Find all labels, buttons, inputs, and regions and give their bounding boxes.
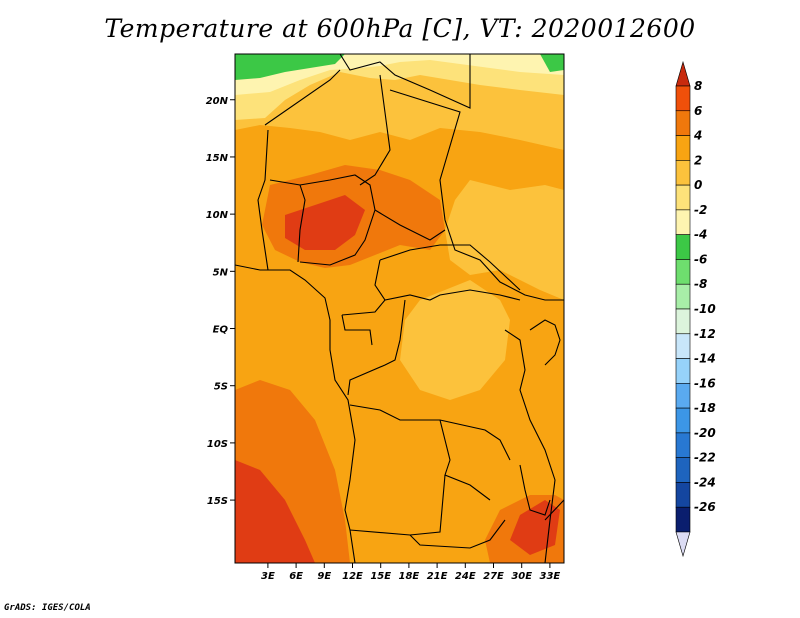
colorbar-label: 0 (694, 178, 702, 192)
colorbar-swatch (675, 184, 691, 211)
colorbar-label: -16 (694, 376, 716, 390)
colorbar-swatch (675, 110, 691, 136)
lat-tick-label: 15S (207, 496, 228, 507)
colorbar-swatch (675, 457, 691, 483)
colorbar-label: -4 (694, 228, 707, 242)
colorbar-label: -12 (694, 327, 716, 341)
lat-tick-label: 15N (206, 153, 229, 164)
lon-tick-label: 30E (511, 571, 532, 582)
colorbar-label: -24 (694, 475, 716, 489)
colorbar-label: -20 (694, 426, 716, 440)
field-zone-minus6-to-minus4-east (540, 54, 564, 72)
lat-tick-label: 5N (213, 267, 229, 278)
lat-tick-label: 5S (214, 382, 228, 393)
colorbar-swatch (675, 333, 691, 359)
field-zone-6-to-8-southwest (235, 460, 315, 563)
colorbar-top-arrow (675, 60, 691, 87)
colorbar-bottom-arrow (675, 531, 691, 558)
lon-tick-label: 12E (342, 571, 363, 582)
lon-tick-label: 21E (427, 571, 448, 582)
colorbar-label: -10 (694, 302, 716, 316)
grads-credit: GrADS: IGES/COLA (4, 603, 91, 613)
temperature-field (235, 54, 564, 563)
colorbar-label: -6 (694, 252, 707, 266)
colorbar-label: -22 (694, 451, 716, 465)
colorbar-label: -18 (694, 401, 716, 415)
colorbar-swatch (675, 234, 691, 260)
lat-tick-label: EQ (213, 325, 229, 336)
colorbar-swatch (675, 506, 691, 533)
map-frame (234, 53, 565, 564)
colorbar-label: -14 (694, 352, 716, 366)
colorbar-label: -26 (694, 500, 716, 514)
lat-tick-label: 10S (207, 439, 228, 450)
colorbar-label: -2 (694, 203, 707, 217)
colorbar-swatch (675, 259, 691, 285)
lon-tick-label: 24E (455, 571, 476, 582)
colorbar-label: 8 (694, 79, 702, 93)
colorbar-label: 6 (694, 104, 702, 118)
colorbar-swatch (675, 85, 691, 112)
colorbar-swatch (675, 358, 691, 384)
lon-tick-label: 27E (483, 571, 504, 582)
field-zone-0-to-2-east (445, 180, 564, 300)
colorbar-label: 4 (693, 129, 702, 143)
lon-tick-label: 3E (261, 571, 275, 582)
colorbar-swatch (675, 383, 691, 409)
lat-tick-label: 10N (206, 210, 229, 221)
colorbar-swatch (675, 283, 691, 310)
chart-title: Temperature at 600hPa [C], VT: 202001260… (104, 14, 696, 43)
lon-tick-label: 6E (289, 571, 303, 582)
colorbar-swatch (675, 432, 691, 458)
colorbar-swatch (675, 135, 691, 161)
colorbar-swatch (675, 160, 691, 186)
lon-tick-label: 33E (540, 571, 561, 582)
field-zone-6-to-8-sahel (285, 195, 365, 250)
field-zone-0-to-2-center (400, 280, 510, 400)
lon-tick-label: 9E (317, 571, 331, 582)
colorbar-label: 2 (694, 153, 702, 167)
colorbar-swatch (675, 407, 691, 434)
lon-tick-label: 18E (399, 571, 420, 582)
lon-tick-label: 15E (370, 571, 391, 582)
colorbar-swatch (675, 308, 691, 335)
lat-tick-label: 20N (206, 96, 229, 107)
country-borders (235, 54, 564, 563)
colorbar-label: -8 (694, 277, 707, 291)
colorbar-swatch (675, 482, 691, 508)
colorbar-swatch (675, 209, 691, 235)
field-zone-minus6-to-minus4-west (235, 54, 345, 80)
